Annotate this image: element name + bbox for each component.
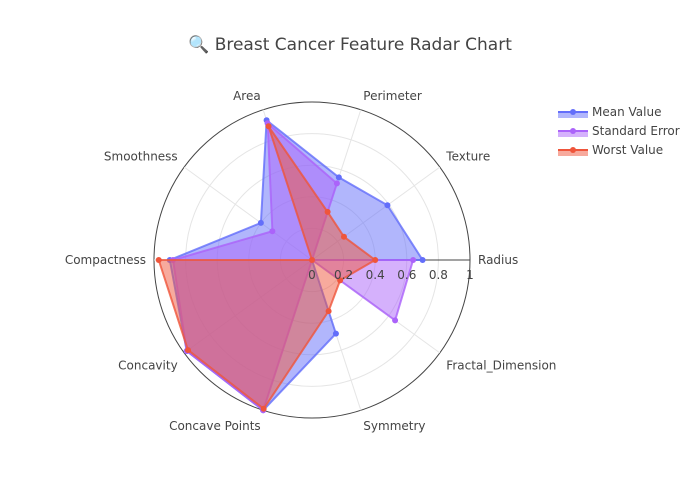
category-label: Compactness <box>65 253 146 267</box>
category-label: Radius <box>478 253 518 267</box>
category-label: Fractal_Dimension <box>446 359 556 373</box>
category-label: Area <box>233 89 261 103</box>
radial-tick-label: 0.6 <box>397 268 416 282</box>
legend-item[interactable]: Standard Error <box>558 124 680 138</box>
series-2 <box>155 123 379 412</box>
category-label: Texture <box>445 149 490 163</box>
category-label: Symmetry <box>363 419 425 433</box>
radial-tick-label: 0.2 <box>334 268 353 282</box>
legend-item[interactable]: Mean Value <box>558 105 661 119</box>
axis-labels: Radius Texture Perimeter Area Smoothness Comp… <box>65 89 557 433</box>
radial-tick-labels: 0 0.2 0.4 0.6 0.8 1 <box>308 268 474 282</box>
category-label: Smoothness <box>104 149 178 163</box>
data-point[interactable] <box>337 277 344 284</box>
radial-tick-label: 0 <box>308 268 316 282</box>
data-point[interactable] <box>155 257 162 263</box>
data-point[interactable] <box>340 233 347 240</box>
data-point[interactable] <box>325 308 332 315</box>
data-point[interactable] <box>309 257 315 263</box>
legend-marker <box>570 128 576 134</box>
data-point[interactable] <box>332 330 339 337</box>
data-point[interactable] <box>335 174 342 181</box>
radial-tick-label: 0.8 <box>429 268 448 282</box>
legend-label: Standard Error <box>592 124 680 138</box>
data-point[interactable] <box>372 257 379 263</box>
series-layer <box>155 117 426 414</box>
data-point[interactable] <box>419 257 426 263</box>
data-point[interactable] <box>265 123 272 130</box>
legend-label: Worst Value <box>592 143 663 157</box>
chart-title: 🔍 Breast Cancer Feature Radar Chart <box>188 33 512 55</box>
legend-label: Mean Value <box>592 105 661 119</box>
data-point[interactable] <box>384 202 391 209</box>
data-point[interactable] <box>333 180 340 187</box>
data-point[interactable] <box>260 405 267 412</box>
legend-marker <box>570 147 576 153</box>
legend[interactable]: Mean Value Standard Error Worst Value <box>558 105 680 157</box>
legend-marker <box>570 109 576 115</box>
data-point[interactable] <box>257 219 264 226</box>
category-label: Concave Points <box>169 419 261 433</box>
radial-tick-label: 0.4 <box>366 268 385 282</box>
data-point[interactable] <box>269 228 276 235</box>
data-point[interactable] <box>185 347 192 354</box>
category-label: Concavity <box>118 359 178 373</box>
data-point[interactable] <box>410 257 417 263</box>
radial-tick-label: 1 <box>466 268 474 282</box>
category-label: Perimeter <box>363 89 422 103</box>
data-point[interactable] <box>324 208 331 215</box>
data-point[interactable] <box>392 317 399 324</box>
legend-item[interactable]: Worst Value <box>558 143 663 157</box>
